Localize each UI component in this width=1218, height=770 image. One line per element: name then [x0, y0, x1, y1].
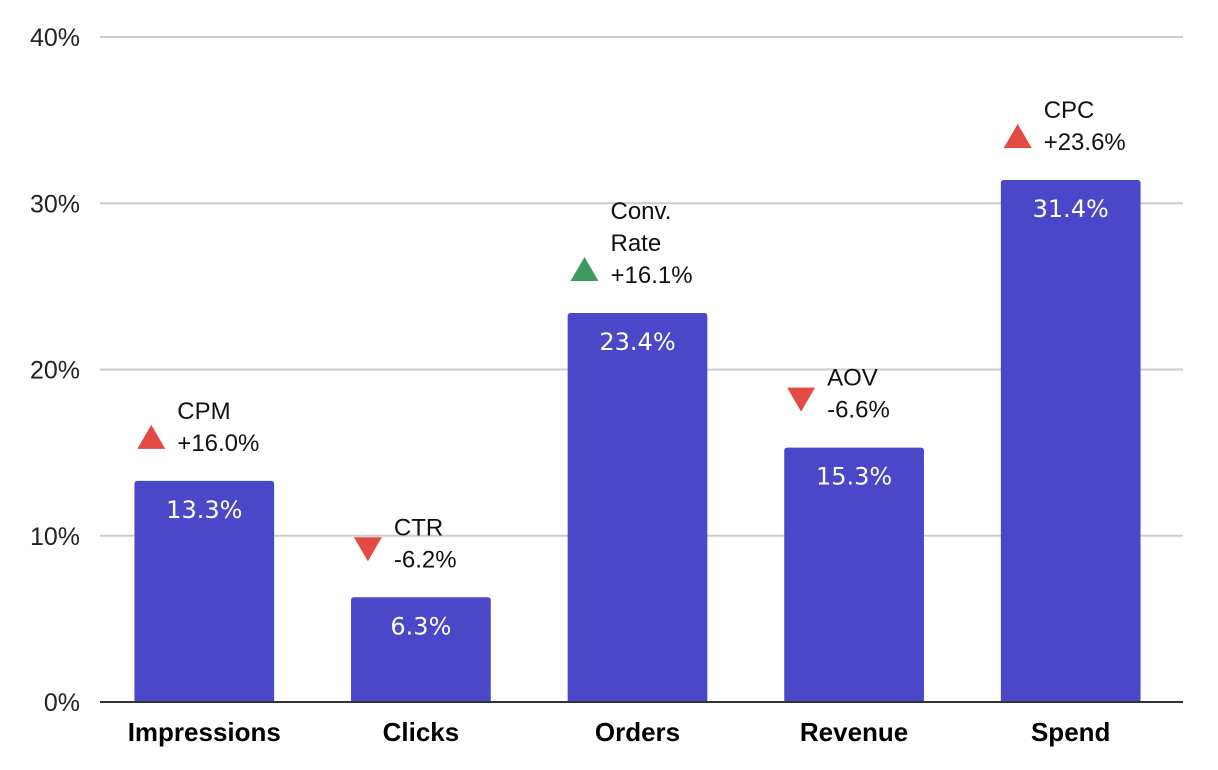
bars: [134, 179, 1141, 703]
y-axis-ticks: 0% 10% 20% 30% 40%: [30, 24, 80, 717]
annotation-text: AOV: [827, 365, 878, 392]
triangle-up-icon: [570, 256, 599, 281]
x-tick-label: Orders: [595, 717, 680, 747]
y-tick-label: 30%: [30, 190, 80, 218]
annotation-spend: CPC +23.6%: [1003, 97, 1126, 156]
bar-value-label: 6.3%: [390, 612, 451, 640]
triangle-down-icon: [787, 387, 816, 412]
bar-value-label: 31.4%: [1033, 195, 1109, 223]
bar-value-labels: 13.3% 6.3% 23.4% 15.3% 31.4%: [166, 195, 1109, 640]
bar-orders: [567, 312, 708, 702]
bar-revenue: [784, 447, 924, 702]
y-tick-label: 20%: [30, 357, 80, 385]
annotation-text: +23.6%: [1044, 129, 1126, 156]
bar-clicks: [351, 597, 491, 702]
annotation-text: CTR: [394, 514, 443, 541]
annotation-revenue: AOV -6.6%: [787, 365, 890, 424]
x-tick-label: Clicks: [383, 717, 460, 747]
bar-value-label: 15.3%: [816, 463, 892, 491]
bar-value-label: 23.4%: [599, 328, 675, 356]
annotation-text: +16.0%: [177, 430, 259, 457]
bar-spend: [1000, 179, 1141, 703]
y-tick-label: 40%: [30, 24, 80, 52]
annotation-impressions: CPM +16.0%: [137, 398, 259, 457]
annotation-text: CPM: [177, 398, 230, 425]
bar-value-label: 13.3%: [166, 496, 242, 524]
annotation-orders: Conv. Rate +16.1%: [570, 198, 693, 289]
x-tick-label: Revenue: [800, 717, 908, 747]
y-tick-label: 0%: [44, 689, 80, 717]
triangle-down-icon: [353, 537, 382, 562]
annotation-clicks: CTR -6.2%: [353, 514, 457, 573]
x-tick-label: Impressions: [128, 717, 281, 747]
y-tick-label: 10%: [30, 523, 80, 551]
annotation-text: CPC: [1044, 97, 1095, 124]
annotation-text: Rate: [611, 230, 662, 257]
annotation-text: +16.1%: [611, 262, 693, 289]
triangle-up-icon: [1003, 123, 1032, 148]
annotation-text: -6.6%: [827, 397, 890, 424]
triangle-up-icon: [137, 424, 166, 449]
annotation-text: -6.2%: [394, 546, 457, 573]
bar-impressions: [134, 480, 275, 702]
annotations: CPM +16.0% CTR -6.2% Conv. Rate +16.1% AOV -6.6%…: [137, 97, 1126, 573]
annotation-text: Conv.: [611, 198, 672, 225]
x-axis-labels: Impressions Clicks Orders Revenue Spend: [128, 717, 1111, 747]
x-tick-label: Spend: [1031, 717, 1110, 747]
